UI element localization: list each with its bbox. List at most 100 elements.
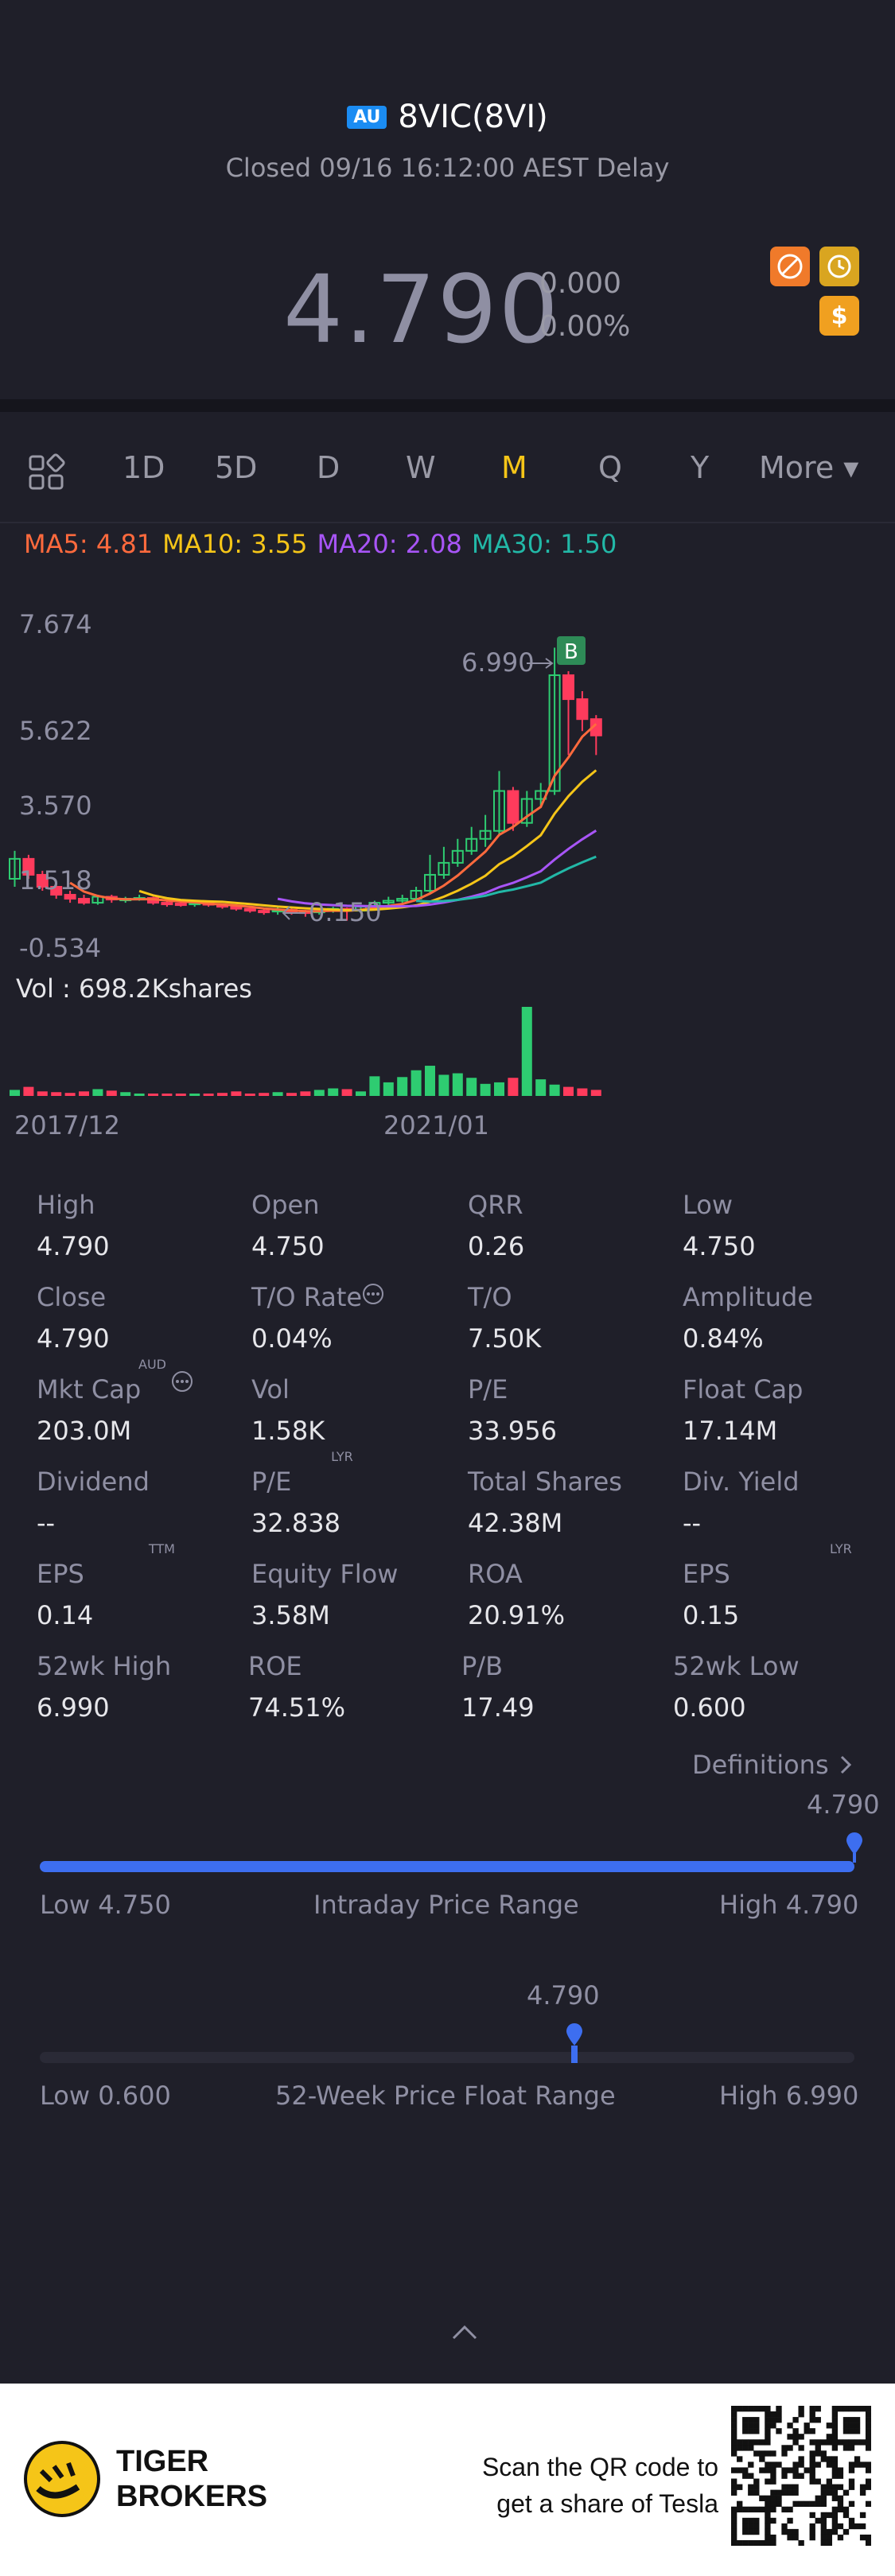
candle-body xyxy=(562,674,574,701)
stat-label: T/O xyxy=(468,1282,512,1312)
tab-d[interactable]: D xyxy=(317,450,340,485)
ma30-label: MA30: 1.50 xyxy=(471,529,617,559)
stat-value: 32.838 xyxy=(251,1508,340,1538)
volume-bar xyxy=(259,1093,270,1096)
intraday-marker xyxy=(846,1832,862,1863)
stock-title: 8VIC(8VI) xyxy=(398,99,548,135)
stat-label: Amplitude xyxy=(683,1282,813,1312)
week52-current: 4.790 xyxy=(527,1980,600,2011)
period-tabs: 1D 5D D W M Q Y More ▾ xyxy=(0,412,895,523)
candle-body xyxy=(520,798,533,824)
volume-bar xyxy=(64,1093,76,1096)
candle-body xyxy=(548,674,561,792)
chevron-up-icon[interactable] xyxy=(450,2322,479,2341)
volume-bar xyxy=(369,1076,380,1096)
tab-m[interactable]: M xyxy=(501,450,527,485)
y-tick-label: 5.622 xyxy=(19,716,92,746)
change-percent: 0.00% xyxy=(539,310,631,343)
stat-label: EPS xyxy=(37,1559,84,1589)
volume-bar xyxy=(535,1079,547,1096)
no-trade-icon[interactable] xyxy=(770,247,810,286)
stat-label: Vol xyxy=(251,1374,290,1405)
tab-1d[interactable]: 1D xyxy=(123,450,165,485)
volume-bar xyxy=(563,1086,574,1096)
volume-bar xyxy=(480,1083,491,1096)
candle-body xyxy=(382,899,395,904)
stat-value: -- xyxy=(37,1508,56,1538)
tab-y[interactable]: Y xyxy=(691,450,710,485)
market-badge: AU xyxy=(347,105,387,129)
week52-low: Low 0.600 xyxy=(40,2081,171,2111)
intraday-label: Intraday Price Range xyxy=(313,1890,579,1920)
market-status: Closed 09/16 16:12:00 AEST Delay xyxy=(225,153,670,183)
price-chart[interactable]: 7.674 5.622 3.570 1.518 -0.534 6.990 B 0… xyxy=(0,589,895,1145)
stat-value: 4.790 xyxy=(37,1323,110,1354)
tab-w[interactable]: W xyxy=(406,450,436,485)
promo-footer[interactable]: TIGER BROKERS Scan the QR code to get a … xyxy=(0,2384,895,2576)
tab-q[interactable]: Q xyxy=(598,450,622,485)
definitions-link[interactable]: Definitions xyxy=(692,1750,854,1780)
stat-value: 6.990 xyxy=(37,1692,110,1723)
x-tick-label: 2021/01 xyxy=(383,1110,489,1140)
tab-more[interactable]: More ▾ xyxy=(759,450,859,485)
volume-bar xyxy=(300,1091,311,1096)
stat-value: 0.15 xyxy=(683,1600,740,1630)
candle-body xyxy=(161,902,173,906)
title-row: AU 8VIC(8VI) xyxy=(0,99,895,135)
stat-value: 74.51% xyxy=(248,1692,346,1723)
stat-label: 52wk Low xyxy=(673,1651,800,1681)
info-icon[interactable] xyxy=(170,1370,194,1397)
stat-value: 0.600 xyxy=(673,1692,746,1723)
volume-bar xyxy=(175,1094,186,1096)
stat-value: 20.91% xyxy=(468,1600,566,1630)
stat-label: T/O Rate xyxy=(251,1282,363,1312)
stat-label: Div. Yield xyxy=(683,1467,800,1497)
ma5-label: MA5: 4.81 xyxy=(24,529,154,559)
candle-body xyxy=(230,906,243,910)
candle-body xyxy=(479,830,492,840)
stat-value: 33.956 xyxy=(468,1416,557,1446)
candle-body xyxy=(9,857,21,880)
dollar-icon[interactable]: $ xyxy=(819,296,859,336)
volume-bar xyxy=(286,1093,297,1096)
y-tick-label: 3.570 xyxy=(19,791,92,821)
week52-track xyxy=(40,2052,854,2063)
tab-5d[interactable]: 5D xyxy=(215,450,258,485)
volume-bar xyxy=(79,1091,89,1096)
volume-bar xyxy=(189,1094,200,1096)
volume-bar xyxy=(425,1066,435,1096)
volume-bar xyxy=(411,1070,422,1096)
tiger-logo-icon xyxy=(24,2441,100,2517)
volume-bar xyxy=(203,1094,214,1096)
candle-body xyxy=(50,886,63,896)
change-value: 0.000 xyxy=(539,267,622,300)
candle-body xyxy=(576,698,589,721)
qr-code-icon[interactable] xyxy=(731,2406,871,2546)
week52-label: 52-Week Price Float Range xyxy=(275,2081,616,2111)
stat-label: P/E xyxy=(468,1374,508,1405)
info-icon[interactable] xyxy=(361,1282,385,1309)
stat-label: Equity Flow xyxy=(251,1559,399,1589)
brand-line1: TIGER xyxy=(116,2445,209,2478)
min-annotation: 0.150 xyxy=(309,897,382,927)
stat-value: 7.50K xyxy=(468,1323,542,1354)
volume-bar xyxy=(521,1007,532,1096)
max-annotation: 6.990 xyxy=(461,647,535,678)
stat-label: ROA xyxy=(468,1559,523,1589)
volume-bar xyxy=(341,1089,352,1096)
buy-marker[interactable] xyxy=(557,636,586,665)
layout-grid-icon[interactable] xyxy=(27,453,65,495)
candle-body xyxy=(22,857,35,876)
candle-body xyxy=(424,873,436,892)
clock-icon[interactable] xyxy=(819,247,859,286)
ma10-line xyxy=(138,769,597,911)
stat-value: 4.750 xyxy=(251,1231,325,1261)
ma10-label: MA10: 3.55 xyxy=(162,529,308,559)
stat-label: ROE xyxy=(248,1651,302,1681)
volume-bar xyxy=(217,1093,228,1096)
volume-bar xyxy=(313,1090,325,1096)
volume-bar xyxy=(549,1084,560,1096)
volume-bar xyxy=(452,1073,463,1096)
max-arrow-head xyxy=(545,658,554,669)
volume-bar xyxy=(328,1088,339,1096)
